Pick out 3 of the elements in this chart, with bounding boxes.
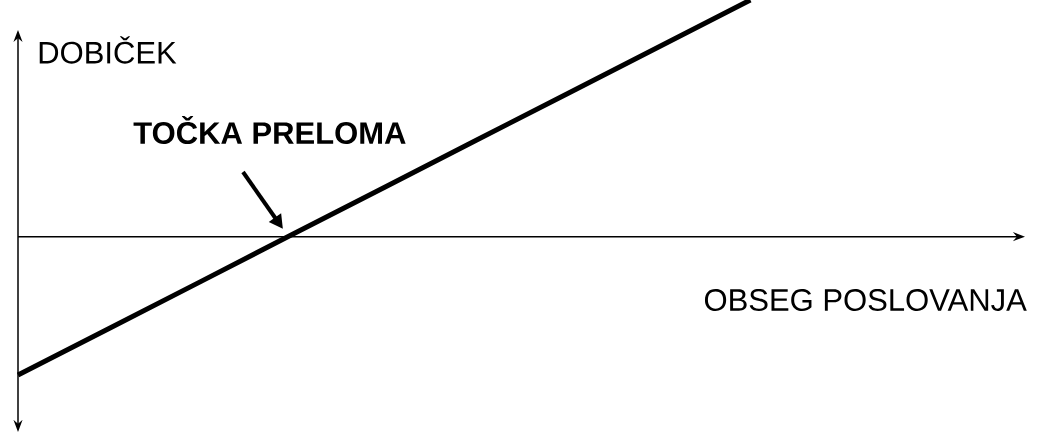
- y-axis-title: DOBIČEK: [39, 36, 177, 64]
- x-axis-title: OBSEG POSLOVANJA: [704, 289, 1027, 311]
- annotation: TOČKA PRELOMA: [133, 115, 406, 145]
